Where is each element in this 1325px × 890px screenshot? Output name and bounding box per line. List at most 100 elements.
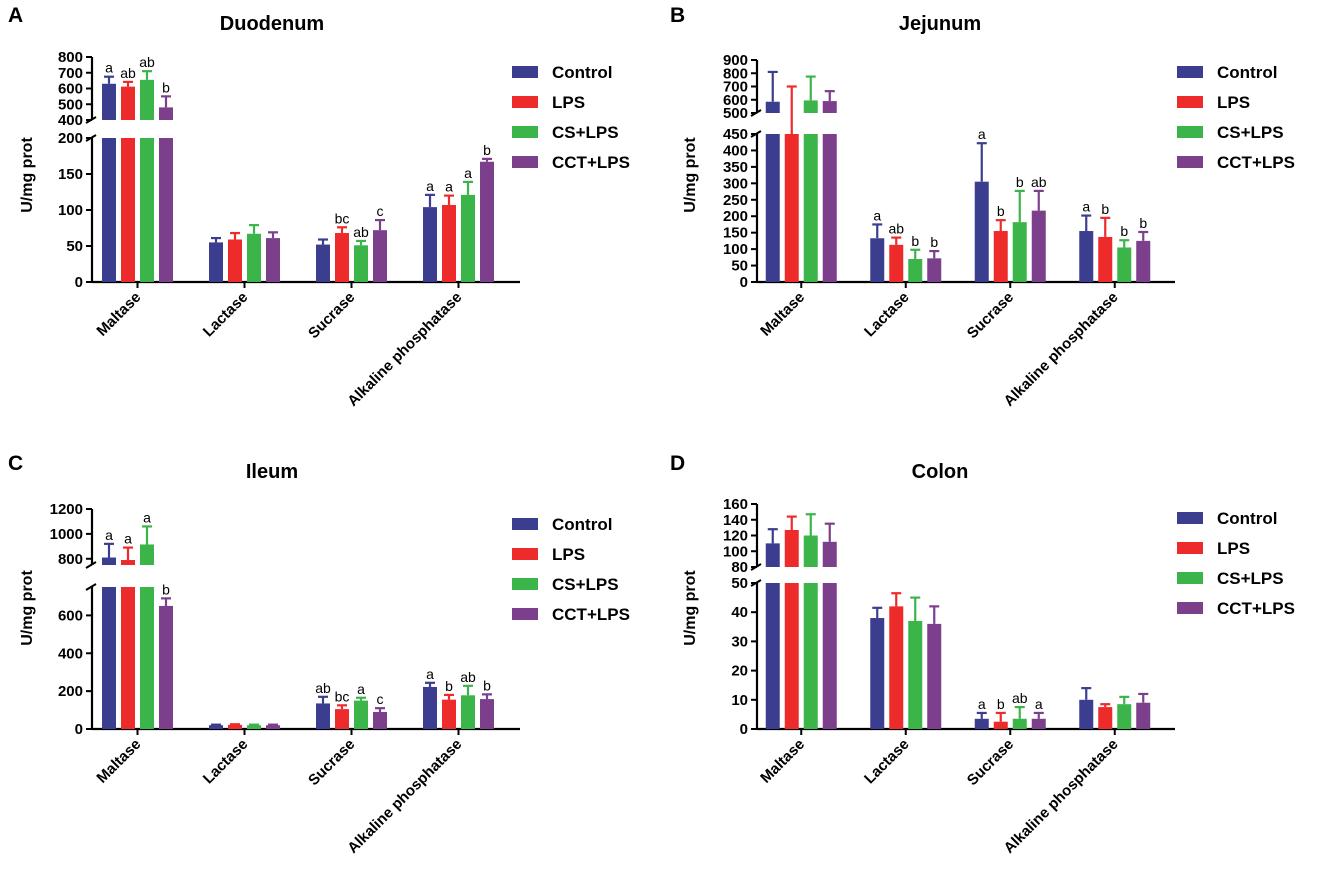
bar (993, 721, 1008, 729)
bar (803, 100, 818, 113)
bar (373, 230, 387, 282)
bar (1098, 236, 1113, 282)
significance-label: a (426, 666, 434, 682)
y-tick-label: 0 (740, 721, 748, 738)
bar (209, 242, 223, 282)
bar (1136, 240, 1151, 282)
bar (316, 703, 330, 729)
legend-swatch (512, 608, 538, 620)
significance-label: ab (120, 65, 136, 81)
bar (228, 239, 242, 282)
significance-label: ab (888, 221, 904, 237)
legend-entry: LPS (552, 545, 585, 564)
legend-entry: CS+LPS (552, 123, 619, 142)
y-tick-label: 300 (723, 175, 748, 192)
axis-break-mark (85, 561, 97, 569)
y-tick-label: 600 (723, 92, 748, 109)
chart-title: Jejunum (899, 13, 981, 35)
x-tick-label: Alkaline phosphatase (344, 736, 465, 857)
bar (889, 244, 904, 282)
y-tick-label: 0 (740, 274, 748, 291)
y-tick-label: 800 (723, 65, 748, 82)
bar (461, 695, 475, 729)
y-tick-label: 350 (723, 159, 748, 176)
y-tick-label: 1200 (50, 501, 83, 518)
significance-label: a (105, 527, 113, 543)
axis-break-mark (85, 583, 97, 591)
y-tick-label: 250 (723, 192, 748, 209)
x-tick-label: Sucrase (305, 289, 358, 342)
bar (140, 79, 154, 120)
bar (1079, 699, 1094, 729)
bar (1098, 707, 1113, 729)
legend-entry: Control (1217, 63, 1277, 82)
bar (121, 587, 135, 729)
bar (423, 686, 437, 729)
bar (140, 587, 154, 729)
x-tick-label: Maltase (93, 736, 144, 787)
bar (784, 134, 799, 282)
legend-swatch (1177, 66, 1203, 78)
panel-c: C Ileum U/mg prot 0 200 400 600 800 1000 1200 Malt… (8, 452, 630, 857)
y-tick-label: 50 (731, 258, 748, 275)
bar (1117, 247, 1132, 282)
bar (140, 544, 154, 565)
bar (1079, 231, 1094, 282)
significance-label: bc (335, 210, 350, 226)
bar (121, 86, 135, 120)
legend-swatch (512, 518, 538, 530)
bar (974, 181, 989, 282)
significance-label: a (978, 126, 986, 142)
bar (765, 134, 780, 282)
y-tick-label: 150 (723, 225, 748, 242)
y-tick-label: 0 (75, 274, 83, 291)
x-tick-label: Sucrase (305, 736, 358, 789)
legend-swatch (512, 548, 538, 560)
bar (442, 699, 456, 729)
legend-entry: Control (552, 63, 612, 82)
bar (354, 245, 368, 282)
bar (480, 699, 494, 729)
significance-label: c (377, 691, 384, 707)
significance-label: a (978, 696, 986, 712)
significance-label: b (445, 678, 453, 694)
y-tick-label: 400 (723, 142, 748, 159)
bar (974, 718, 989, 729)
significance-label: b (1120, 223, 1128, 239)
bar (908, 620, 923, 729)
significance-label: a (124, 531, 132, 547)
bar (803, 535, 818, 567)
y-tick-label: 600 (58, 607, 83, 624)
x-tick-label: Alkaline phosphatase (1001, 736, 1122, 857)
y-tick-label: 200 (58, 130, 83, 147)
bar (354, 700, 368, 729)
legend-entry: CS+LPS (1217, 123, 1284, 142)
panel-label: A (8, 4, 23, 27)
bar (480, 161, 494, 282)
significance-label: b (162, 581, 170, 597)
bar (993, 231, 1008, 282)
significance-label: b (997, 696, 1005, 712)
bar (335, 709, 349, 729)
significance-label: ab (1031, 174, 1047, 190)
legend-swatch (1177, 156, 1203, 168)
bar (765, 543, 780, 567)
legend-swatch (512, 126, 538, 138)
bar (461, 194, 475, 282)
significance-label: a (105, 60, 113, 76)
significance-label: a (873, 207, 881, 223)
legend-entry: CS+LPS (552, 575, 619, 594)
y-tick-label: 50 (66, 238, 83, 255)
chart-title: Colon (912, 461, 969, 483)
y-tick-label: 150 (58, 166, 83, 183)
bar (908, 258, 923, 282)
y-tick-label: 40 (731, 604, 748, 621)
legend-entry: CCT+LPS (1217, 153, 1295, 172)
legend-swatch (1177, 602, 1203, 614)
bar (121, 560, 135, 565)
y-tick-label: 20 (731, 663, 748, 680)
panel-b: B Jejunum U/mg prot 05010015020025030035040… (670, 4, 1295, 410)
bar (102, 557, 116, 565)
legend-swatch (1177, 96, 1203, 108)
bar (423, 207, 437, 282)
